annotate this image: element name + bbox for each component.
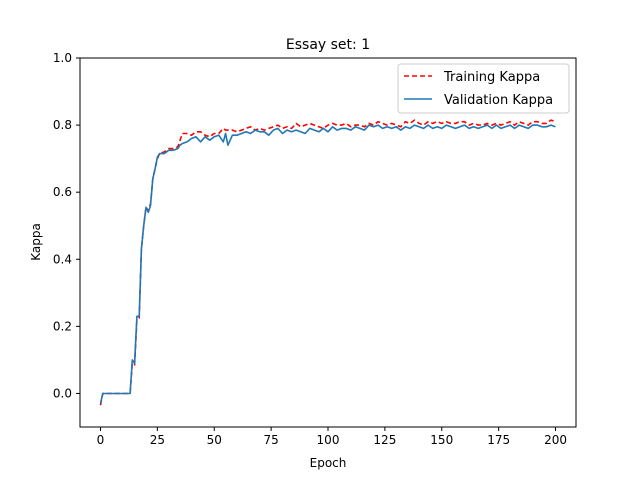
chart-title: Essay set: 1 [286,37,370,53]
legend: Training Kappa Validation Kappa [397,63,570,114]
axis-ticks: 0 25 50 75 100 125 150 175 200 0.0 0.2 0.4 0.6 0.8 1.0 [53,51,567,447]
x-tick-label: 175 [487,433,510,447]
legend-label: Training Kappa [443,70,540,85]
y-tick-label: 0.2 [53,319,72,333]
x-tick-label: 75 [263,433,278,447]
legend-label: Validation Kappa [444,93,553,108]
x-tick-label: 50 [207,433,222,447]
x-tick-label: 200 [544,433,567,447]
series-lines [99,119,556,406]
x-tick-label: 150 [430,433,453,447]
x-tick-label: 100 [317,433,340,447]
plot-frame [79,57,577,428]
y-tick-label: 1.0 [53,51,72,65]
x-tick-label: 125 [373,433,396,447]
x-axis-label: Epoch [310,456,347,470]
x-tick-label: 0 [97,433,105,447]
legend-box [397,63,570,114]
y-tick-label: 0.8 [53,118,72,132]
y-axis-label: Kappa [29,223,43,261]
series-line [99,119,556,406]
y-tick-label: 0.6 [53,185,72,199]
y-tick-label: 0.4 [53,252,72,266]
y-tick-label: 0.0 [53,386,72,400]
series-line [99,124,556,404]
x-tick-label: 25 [150,433,165,447]
